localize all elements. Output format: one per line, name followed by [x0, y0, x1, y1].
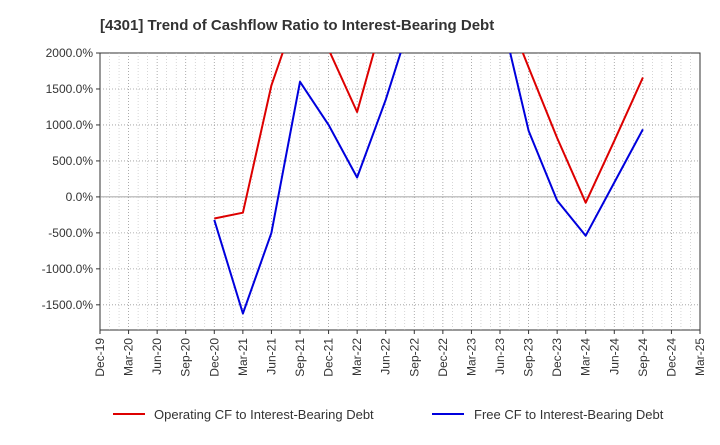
y-tick-label: -500.0% [48, 226, 93, 240]
grid [99, 52, 701, 331]
legend-label-1: Operating CF to Interest-Bearing Debt [154, 407, 374, 422]
y-tick-label: -1500.0% [42, 298, 94, 312]
x-tick-label: Sep-24 [636, 338, 650, 377]
plot-area [99, 52, 701, 331]
axes: 2000.0% 1500.0% 1000.0% 500.0% 0.0% -500.0% -1… [42, 46, 707, 377]
series-line-1 [214, 53, 644, 220]
x-tick-label: Jun-20 [150, 338, 164, 375]
x-tick-label: Dec-20 [207, 338, 221, 377]
x-tick-label: Dec-23 [550, 338, 564, 377]
x-tick-label: Dec-24 [664, 338, 678, 377]
x-tick-label: Mar-22 [350, 338, 364, 376]
x-tick-label: Jun-21 [264, 338, 278, 375]
y-tick-label: -1000.0% [42, 262, 94, 276]
y-tick-label: 500.0% [52, 154, 93, 168]
x-tick-label: Mar-23 [464, 338, 478, 376]
chart-title: [4301] Trend of Cashflow Ratio to Intere… [100, 17, 494, 34]
x-tick-label: Mar-21 [236, 338, 250, 376]
x-tick-label: Dec-22 [436, 338, 450, 377]
y-tick-label: 1000.0% [46, 118, 94, 132]
x-tick-label: Sep-22 [407, 338, 421, 377]
y-tick-label: 0.0% [66, 190, 94, 204]
legend-label-2: Free CF to Interest-Bearing Debt [474, 407, 664, 422]
legend: Operating CF to Interest-Bearing Debt Fre… [113, 407, 664, 422]
x-tick-label: Dec-21 [322, 338, 336, 377]
y-tick-label: 2000.0% [46, 46, 94, 60]
x-tick-label: Jun-24 [607, 338, 621, 375]
x-tick-label: Mar-25 [693, 338, 707, 376]
x-tick-label: Jun-23 [493, 338, 507, 375]
y-tick-label: 1500.0% [46, 82, 94, 96]
x-tick-label: Mar-20 [122, 338, 136, 376]
x-tick-label: Sep-21 [293, 338, 307, 377]
x-tick-label: Sep-23 [522, 338, 536, 377]
x-tick-label: Mar-24 [579, 338, 593, 376]
x-tick-label: Sep-20 [179, 338, 193, 377]
x-tick-label: Dec-19 [93, 338, 107, 377]
x-tick-label: Jun-22 [379, 338, 393, 375]
series-group [213, 53, 644, 315]
series-line-2 [213, 53, 644, 315]
